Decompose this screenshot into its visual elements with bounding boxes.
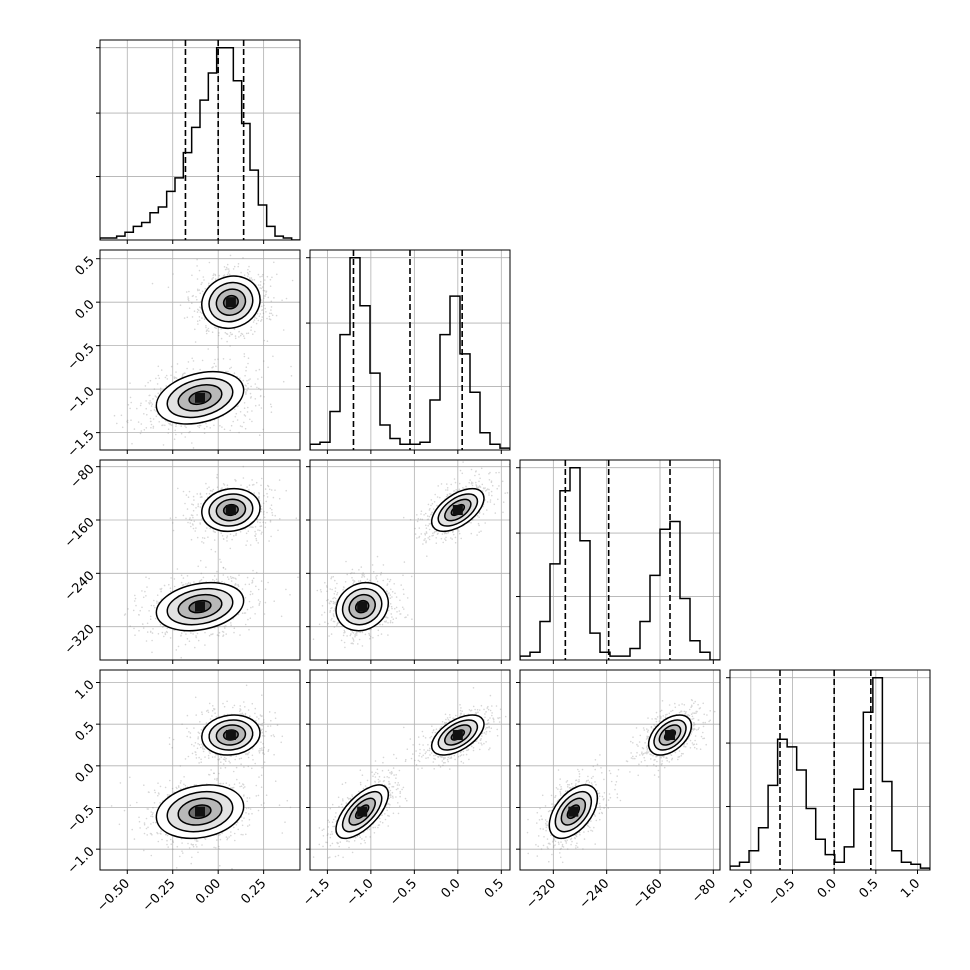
- axes-frame: [519, 459, 721, 661]
- axes-frame: [309, 669, 511, 871]
- panel-contents: [310, 460, 510, 660]
- y-tick-label-3-0: −1.0: [65, 844, 98, 877]
- panel-contents: [310, 250, 510, 450]
- y-tick-label-3-2: 0.0: [72, 761, 97, 786]
- density-peak: [357, 806, 368, 817]
- axes-frame: [99, 669, 301, 871]
- y-tick-label-2-2: −160: [62, 515, 98, 551]
- density-peak: [195, 806, 205, 817]
- scatter-panel-1-0: −1.5 −1.0 −0.5 0.0 0.5: [65, 249, 301, 461]
- y-tick-label-1-0: −1.5: [65, 428, 98, 461]
- y-tick-label-2-0: −320: [62, 622, 98, 658]
- x-tick-label-0-2: 0.00: [193, 876, 224, 907]
- x-tick-label-3-0: −1.0: [724, 876, 757, 909]
- y-tick-label-3-1: −0.5: [65, 803, 98, 836]
- density-peak: [357, 601, 368, 612]
- x-tick-label-2-0: −320: [523, 876, 559, 912]
- density-peak: [452, 505, 463, 515]
- density-peak: [195, 601, 205, 612]
- histogram-3: [730, 676, 930, 870]
- panel-contents: [730, 670, 930, 870]
- axes-frame: [519, 669, 721, 871]
- axes-frame: [309, 249, 511, 451]
- x-tick-label-1-2: −0.5: [387, 876, 420, 909]
- y-tick-label-2-3: −80: [68, 462, 98, 492]
- density-peak: [665, 730, 675, 740]
- panel-contents: [520, 460, 720, 660]
- scatter-panel-2-1: [306, 459, 511, 664]
- panel-contents: [520, 670, 720, 870]
- histogram-panel-0: [96, 39, 301, 244]
- density-peak: [568, 806, 579, 817]
- axes-frame: [99, 39, 301, 241]
- x-tick-label-1-3: 0.0: [438, 876, 463, 901]
- y-tick-label-1-3: 0.0: [72, 297, 97, 322]
- density-peak: [225, 297, 236, 308]
- density-peak: [225, 505, 236, 515]
- density-peak: [452, 730, 463, 740]
- histogram-panel-3: −1.0 −0.5 0.0 0.5 1.0: [724, 669, 931, 909]
- axes-frame: [729, 669, 931, 871]
- y-tick-label-1-1: −1.0: [65, 384, 98, 417]
- panel-contents: [100, 460, 300, 660]
- histogram-2: [520, 466, 720, 660]
- scatter-panel-3-0: −1.0 −0.5 0.0 0.5 1.0 −0.50 −0.25 0.00 0.25: [65, 669, 301, 915]
- scatter-panel-3-1: −1.5 −1.0 −0.5 0.0 0.5: [300, 669, 511, 909]
- histogram-panel-1: [306, 249, 511, 454]
- x-tick-label-1-0: −1.5: [300, 876, 333, 909]
- x-tick-label-3-1: −0.5: [765, 876, 798, 909]
- axes-frame: [99, 459, 301, 661]
- x-tick-label-3-3: 0.5: [856, 876, 881, 901]
- x-tick-label-1-1: −1.0: [344, 876, 377, 909]
- x-tick-label-3-2: 0.0: [815, 876, 840, 901]
- axes-frame: [99, 249, 301, 451]
- histogram-panel-2: [516, 459, 721, 664]
- y-tick-label-2-1: −240: [62, 568, 98, 604]
- x-tick-label-1-4: 0.5: [482, 876, 507, 901]
- y-tick-label-1-4: 0.5: [72, 254, 97, 279]
- y-tick-label-1-2: −0.5: [65, 341, 98, 374]
- x-tick-label-2-1: −240: [577, 876, 613, 912]
- scatter-panel-3-2: −320 −240 −160 −80: [516, 669, 721, 912]
- panel-contents: [100, 250, 300, 450]
- axes-frame: [309, 459, 511, 661]
- histogram-0: [100, 46, 300, 240]
- density-peak: [195, 392, 205, 403]
- panel-contents: [100, 670, 300, 870]
- x-tick-label-0-1: −0.25: [140, 876, 179, 915]
- scatter-panel-2-0: −320 −240 −160 −80: [62, 459, 301, 664]
- y-tick-label-3-3: 0.5: [72, 719, 97, 744]
- panel-contents: [310, 670, 510, 870]
- x-tick-label-2-3: −80: [689, 876, 719, 906]
- x-tick-label-2-2: −160: [630, 876, 666, 912]
- panel-contents: [100, 40, 300, 240]
- density-peak: [225, 730, 236, 740]
- y-tick-label-3-4: 1.0: [72, 678, 97, 703]
- x-tick-label-0-0: −0.50: [94, 876, 133, 915]
- x-tick-label-3-4: 1.0: [898, 876, 923, 901]
- x-tick-label-0-3: 0.25: [238, 876, 269, 907]
